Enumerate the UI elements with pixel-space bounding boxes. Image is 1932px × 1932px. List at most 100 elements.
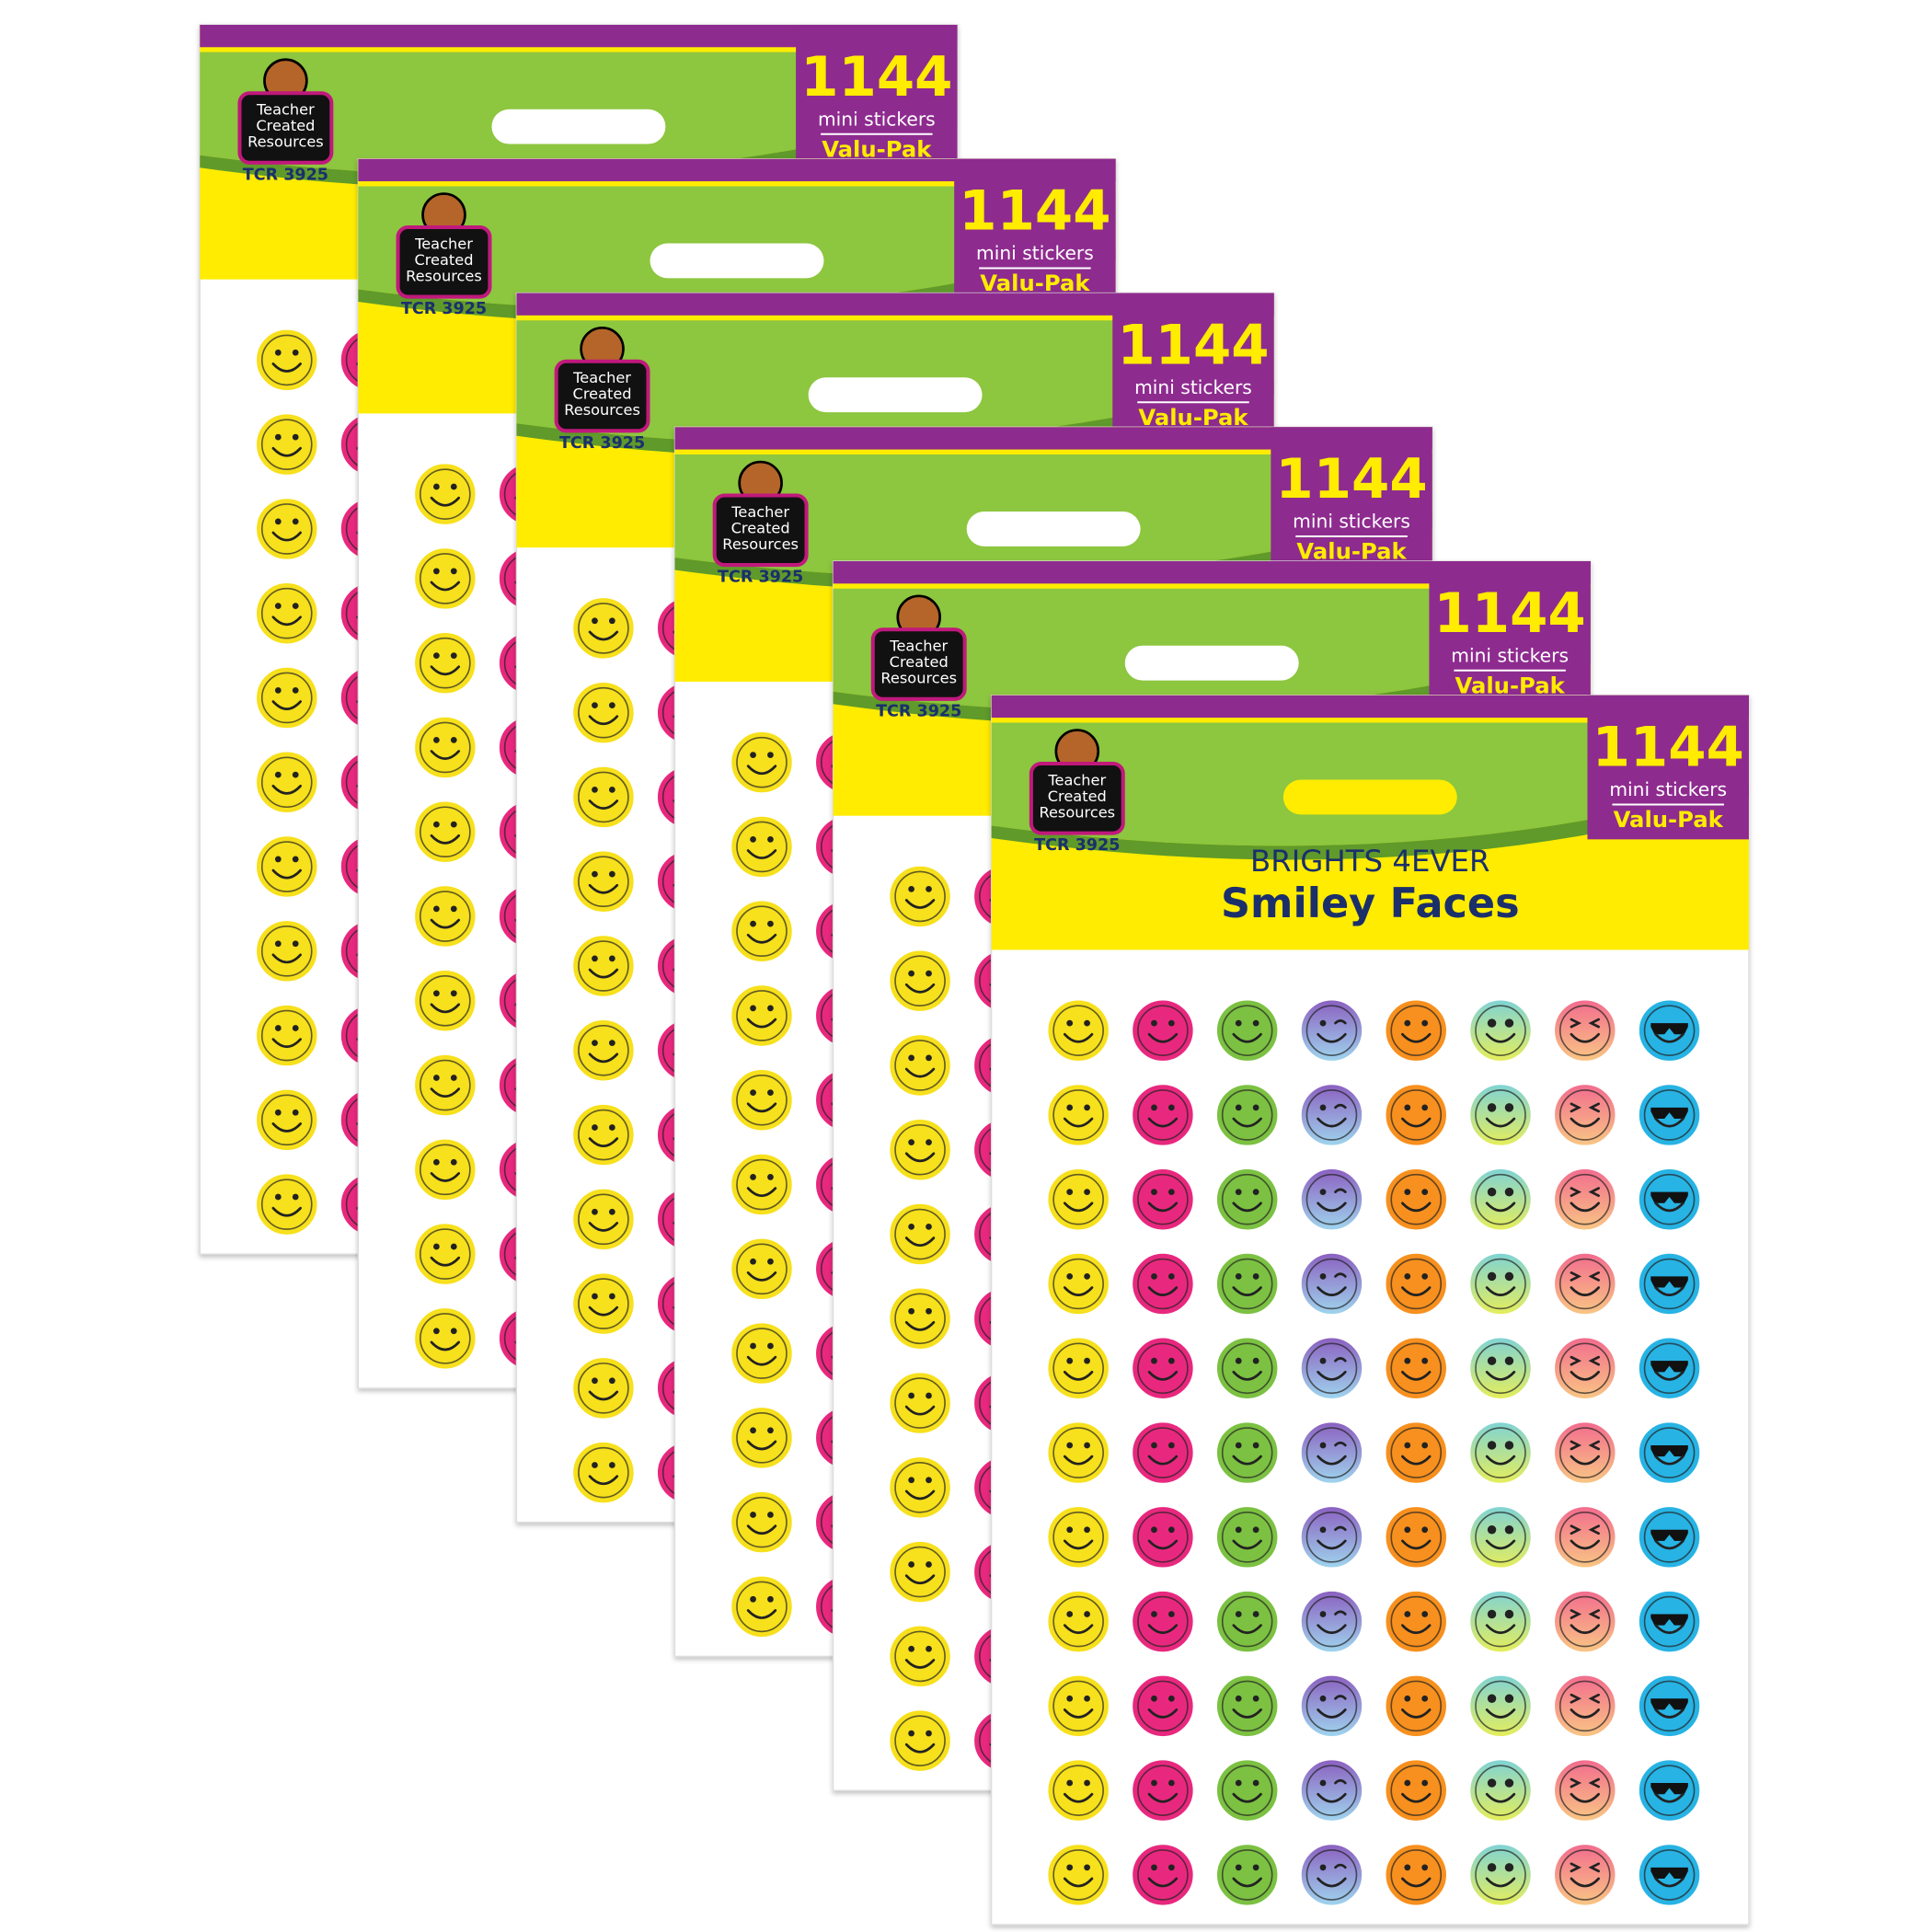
sticker bbox=[1299, 1251, 1364, 1317]
sticker-smile bbox=[1147, 1708, 1179, 1719]
sticker-smile bbox=[271, 868, 302, 880]
sticker-smile bbox=[1063, 1624, 1094, 1635]
sticker bbox=[1553, 1673, 1617, 1739]
sticker bbox=[888, 1539, 952, 1604]
sticker-eye bbox=[1319, 1104, 1327, 1111]
sticker-smile bbox=[1063, 1455, 1094, 1466]
sticker-eye bbox=[1404, 1189, 1411, 1196]
sticker-eye bbox=[1252, 1695, 1259, 1702]
sticker-eye bbox=[1235, 1526, 1242, 1534]
sticker-eye bbox=[1404, 1779, 1411, 1787]
sticker-smile bbox=[1570, 1117, 1600, 1128]
sticker-eye bbox=[908, 1224, 914, 1230]
sticker-eye bbox=[1404, 1273, 1411, 1280]
brand-line: Resources bbox=[1039, 803, 1115, 821]
sticker-eye bbox=[450, 1158, 457, 1166]
sticker-eye bbox=[1252, 1611, 1259, 1617]
sticker bbox=[255, 497, 319, 561]
sticker-eye bbox=[450, 821, 457, 828]
sticker-eye bbox=[750, 1258, 756, 1265]
sticker-eye bbox=[592, 955, 598, 962]
sticker-eye bbox=[1167, 1189, 1175, 1196]
sticker-eye bbox=[608, 1124, 615, 1131]
brand-line: Created bbox=[414, 251, 473, 269]
sticker-ring bbox=[1643, 1849, 1696, 1901]
sticker-smile bbox=[1485, 1202, 1516, 1213]
sticker-eyes bbox=[1570, 1524, 1600, 1535]
sticker bbox=[1637, 1843, 1702, 1907]
sticker bbox=[730, 1489, 794, 1555]
sticker-ring bbox=[1643, 1427, 1696, 1478]
sticker bbox=[1468, 1758, 1533, 1823]
sticker-ring bbox=[1052, 1765, 1104, 1816]
sticker-wink bbox=[1334, 1103, 1347, 1110]
sticker-eye bbox=[1404, 1442, 1411, 1449]
sticker-eye bbox=[750, 1089, 756, 1097]
sticker-eye bbox=[1421, 1019, 1429, 1027]
sticker-eye bbox=[926, 1561, 932, 1568]
sticker-ring bbox=[1558, 1342, 1611, 1395]
sticker-eye bbox=[1151, 1611, 1157, 1617]
sticker-ring bbox=[1643, 1765, 1696, 1816]
sticker-smile bbox=[430, 834, 461, 845]
sticker-ring bbox=[1390, 1173, 1443, 1225]
sticker bbox=[1553, 998, 1617, 1063]
sticker-smile bbox=[271, 700, 302, 710]
sticker-eye bbox=[750, 835, 756, 843]
sticker-ring bbox=[1558, 1089, 1611, 1141]
sticker-eye bbox=[1066, 1019, 1074, 1027]
sticker-ring bbox=[1475, 1680, 1526, 1732]
pack-type: Valu-Pak bbox=[1138, 404, 1248, 431]
sticker-ring bbox=[420, 553, 471, 604]
sticker-eye bbox=[1487, 1018, 1497, 1028]
sticker bbox=[255, 1003, 319, 1068]
sticker bbox=[1214, 1083, 1280, 1147]
sticker-wink bbox=[1334, 1863, 1347, 1869]
brand-line: Teacher bbox=[730, 503, 789, 521]
sticker-eye bbox=[908, 1392, 914, 1399]
sticker-smile bbox=[746, 1271, 777, 1282]
sticker-ring bbox=[578, 1109, 629, 1161]
sticker bbox=[1384, 1505, 1448, 1570]
logo-plate bbox=[554, 359, 650, 433]
sticker bbox=[1384, 1843, 1448, 1907]
sticker-eye bbox=[1421, 1695, 1429, 1702]
count-label: mini stickers bbox=[1134, 376, 1252, 398]
sticker-eye bbox=[1235, 1695, 1242, 1702]
sticker-glasses bbox=[1650, 1276, 1688, 1288]
sticker bbox=[730, 1068, 794, 1133]
brand-line: Teacher bbox=[414, 235, 473, 252]
sticker-smile bbox=[430, 918, 461, 929]
sticker-ring bbox=[894, 1630, 946, 1683]
sticker-smile bbox=[430, 1256, 461, 1267]
sticker-eye bbox=[1504, 1356, 1514, 1365]
sticker-eye bbox=[926, 1224, 932, 1230]
sticker bbox=[1046, 1505, 1110, 1570]
sticker-eye bbox=[1487, 1694, 1497, 1703]
sticker-smile bbox=[1654, 1286, 1685, 1296]
sticker-ring bbox=[1221, 1173, 1273, 1225]
sticker bbox=[413, 462, 477, 526]
sticker-smile bbox=[430, 665, 461, 676]
sticker bbox=[571, 1187, 636, 1252]
sticker bbox=[1214, 1673, 1280, 1739]
sticker-smile bbox=[1485, 1286, 1516, 1296]
sticker-eye bbox=[1319, 1526, 1327, 1534]
sticker-ring bbox=[1643, 1258, 1696, 1310]
sticker-ring bbox=[260, 503, 313, 555]
sticker-eye bbox=[274, 687, 282, 694]
sticker-eye bbox=[274, 940, 282, 948]
count-box bbox=[1271, 427, 1432, 571]
sticker-eye bbox=[1319, 1273, 1327, 1280]
sticker bbox=[1553, 1843, 1617, 1907]
sticker-eye bbox=[1319, 1442, 1327, 1449]
sticker-eye bbox=[1235, 1189, 1242, 1196]
sticker-smile bbox=[1147, 1539, 1179, 1550]
sticker bbox=[1131, 1843, 1195, 1907]
sticker-ring bbox=[260, 587, 313, 639]
sticker-ring bbox=[1137, 1595, 1189, 1648]
sticker-smile bbox=[1570, 1708, 1600, 1719]
sticker-eye bbox=[1252, 1442, 1259, 1449]
sticker bbox=[730, 899, 794, 963]
